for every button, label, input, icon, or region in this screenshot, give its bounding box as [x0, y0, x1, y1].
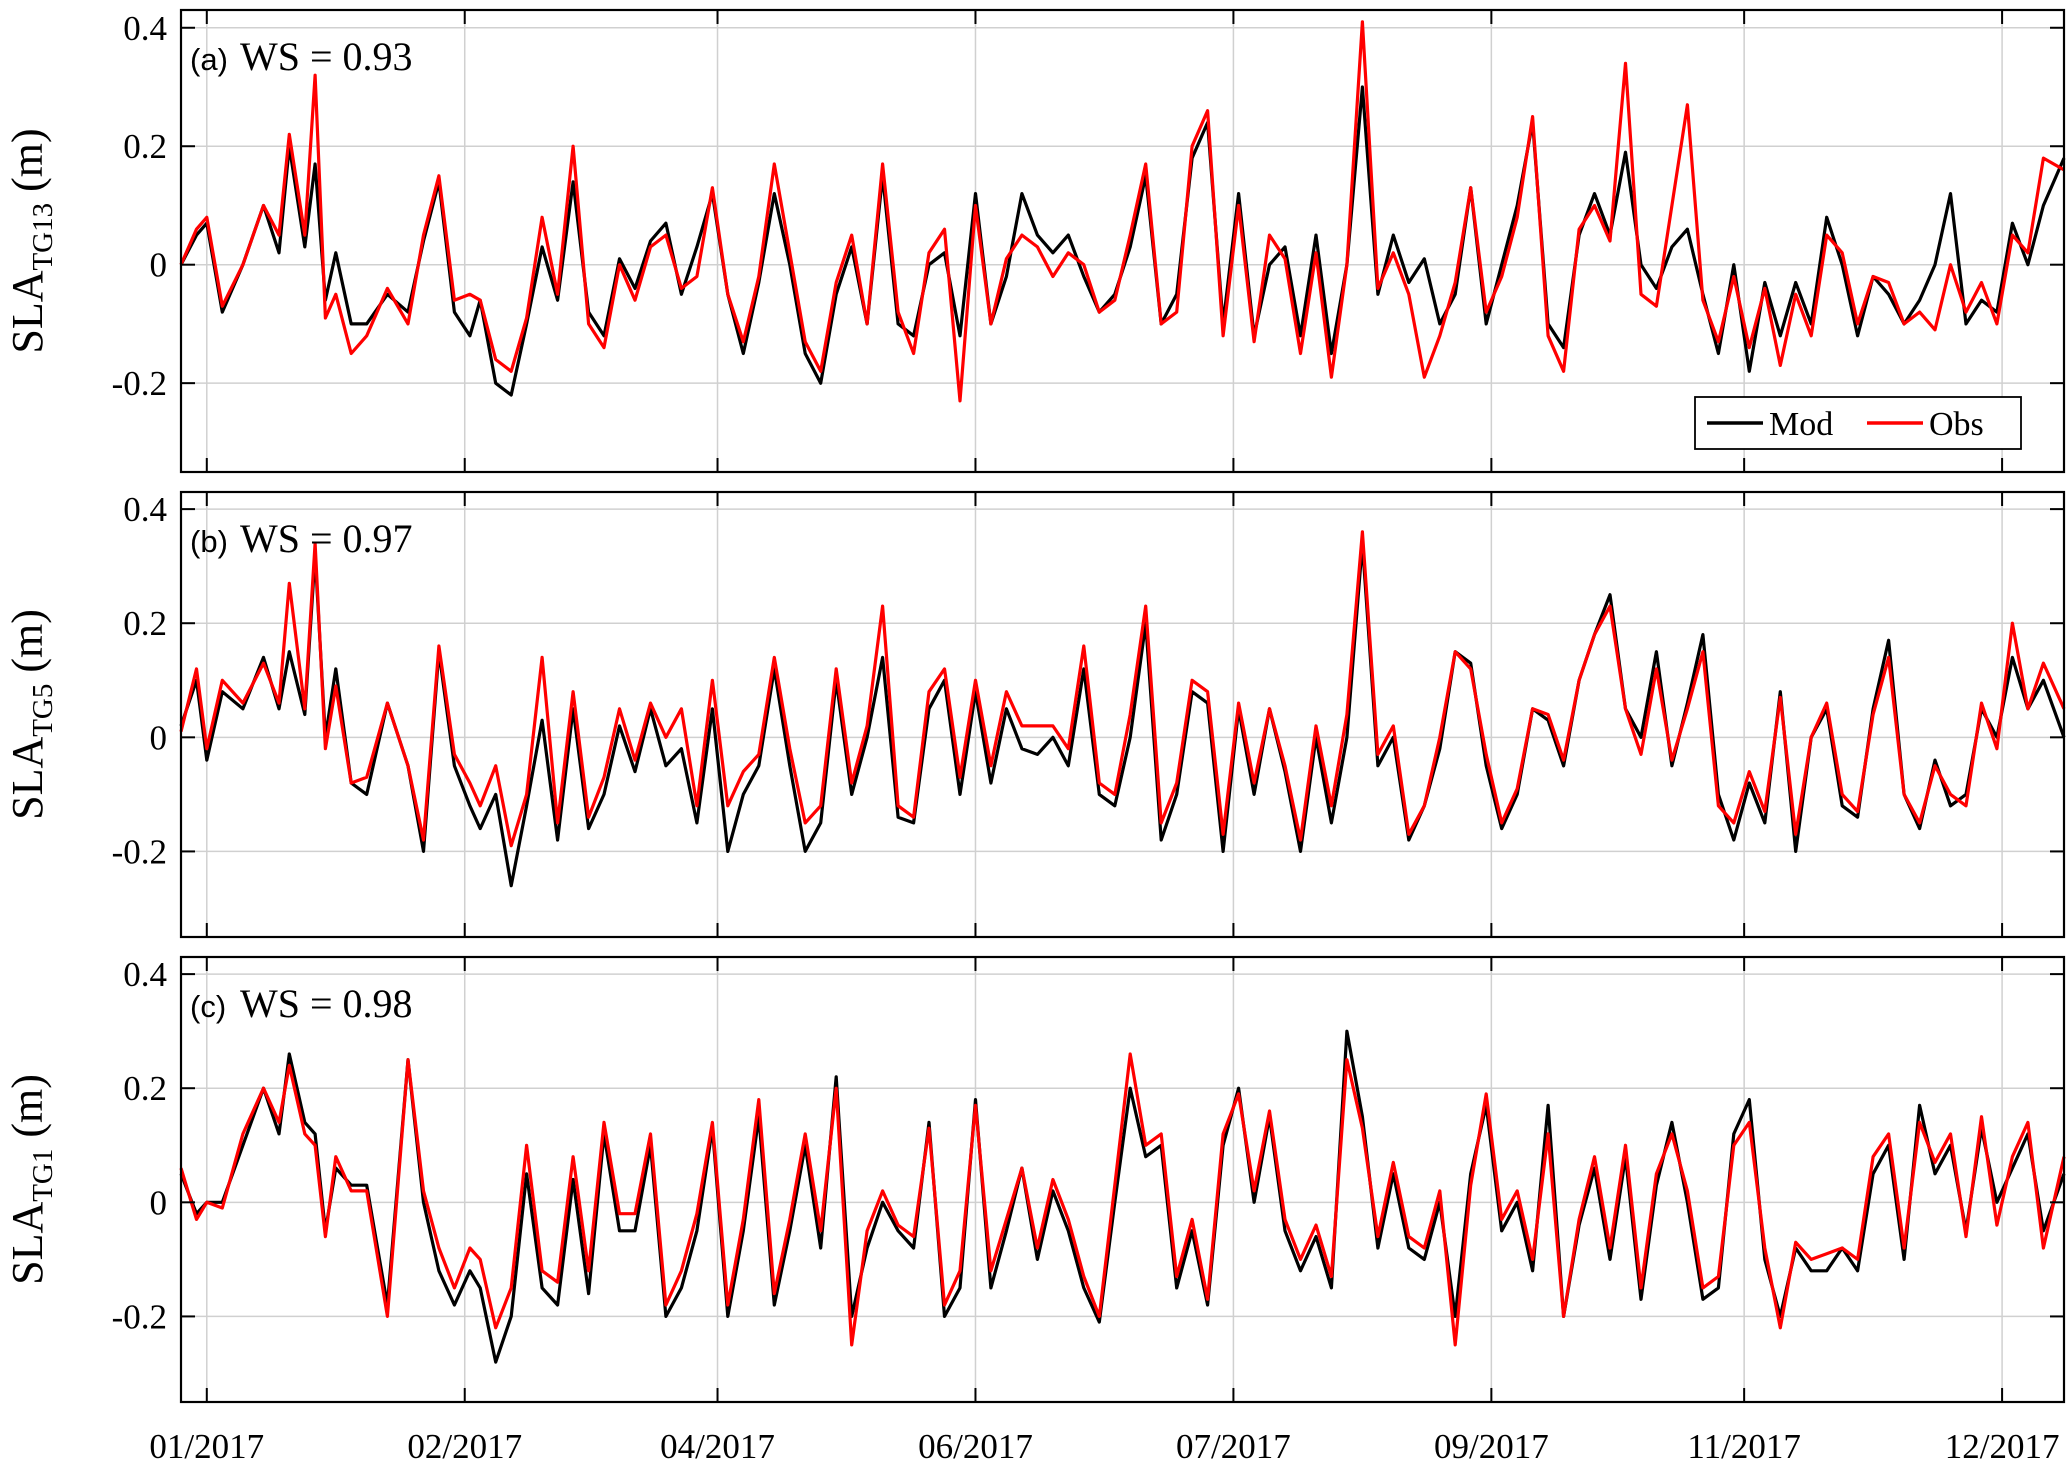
x-tick-label: 04/2017: [660, 1427, 775, 1466]
y-tick-label: -0.2: [112, 832, 167, 871]
legend-label-mod: Mod: [1769, 406, 1833, 443]
axes-frame: [179, 490, 2066, 939]
legend: Mod Obs: [1694, 396, 2022, 450]
series-line-obs: [179, 20, 2065, 403]
axes-frame: [179, 955, 2066, 1404]
series-line-obs: [179, 530, 2066, 848]
y-tick-label: 0.2: [123, 604, 167, 643]
y-tick-label: -0.2: [112, 1297, 167, 1336]
panel-tag: (a): [190, 42, 228, 77]
y-tick-label: 0.4: [123, 955, 167, 994]
y-tick-label: 0.4: [123, 9, 167, 48]
series-line-mod: [179, 1029, 2066, 1364]
y-tick-label: 0.2: [123, 127, 167, 166]
x-tick-label: 02/2017: [407, 1427, 522, 1466]
x-tick-label: 06/2017: [918, 1427, 1033, 1466]
series-line-mod: [179, 85, 2066, 397]
y-tick-label: -0.2: [112, 364, 167, 403]
series-line-obs: [179, 1052, 2066, 1347]
panel-tag: (c): [190, 989, 226, 1024]
panel-1: -0.2 0 0.2 0.4 SLATG13 (m) (a) WS = 0.93 Mod Obs: [3, 8, 2066, 474]
y-tick-label: 0: [150, 1183, 168, 1222]
y-axis-label: SLATG1 (m): [3, 1074, 59, 1285]
x-tick-label: 11/2017: [1687, 1427, 1800, 1466]
x-tick-label: 07/2017: [1176, 1427, 1291, 1466]
ws-annotation: WS = 0.98: [240, 981, 413, 1026]
y-tick-label: 0.4: [123, 490, 167, 529]
y-axis-label: SLATG13 (m): [3, 128, 59, 353]
legend-label-obs: Obs: [1929, 406, 1984, 443]
y-tick-label: 0.2: [123, 1069, 167, 1108]
y-tick-label: 0: [150, 718, 168, 757]
panel-3: -0.2 0 0.2 0.4 SLATG1 (m) (c) WS = 0.98 01/2017…: [3, 955, 2066, 1466]
y-tick-label: 0: [150, 246, 168, 285]
panel-tag: (b): [190, 524, 228, 559]
x-tick-label: 12/2017: [1945, 1427, 2060, 1466]
axes-frame: [179, 8, 2066, 474]
series-line-mod: [179, 541, 2066, 888]
ws-annotation: WS = 0.97: [240, 516, 413, 561]
ws-annotation: WS = 0.93: [240, 34, 413, 79]
y-axis-label: SLATG5 (m): [3, 609, 59, 820]
panel-2: -0.2 0 0.2 0.4 SLATG5 (m) (b) WS = 0.97: [3, 490, 2066, 939]
x-tick-label: 09/2017: [1434, 1427, 1549, 1466]
x-tick-label: 01/2017: [149, 1427, 264, 1466]
